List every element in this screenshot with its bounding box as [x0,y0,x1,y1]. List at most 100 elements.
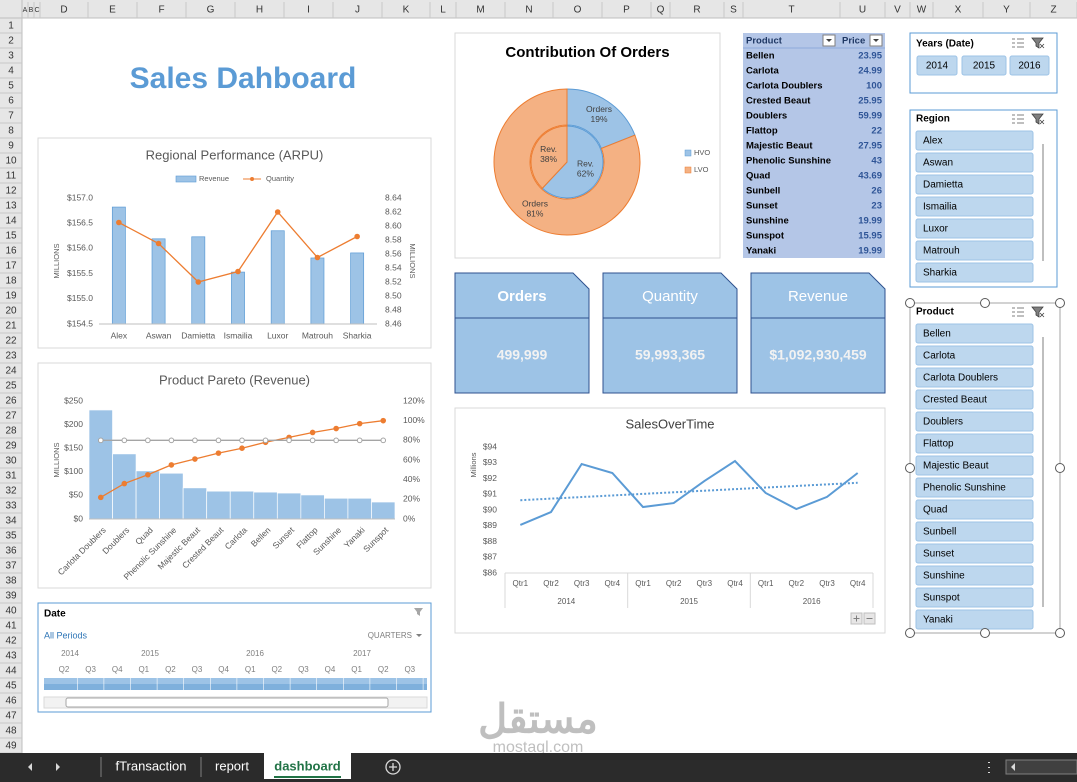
y2-tick-label: 100% [403,415,425,425]
horizontal-scrollbar[interactable] [1005,759,1077,775]
slicer-item[interactable]: Aswan [923,158,953,169]
slicer-item[interactable]: Sunspot [923,593,960,604]
line-marker [235,268,241,275]
multi-select-icon[interactable] [1012,114,1024,124]
slicer-item[interactable]: 2016 [1018,61,1041,72]
kpi-label: Revenue [788,288,848,305]
multi-select-icon[interactable] [1012,307,1024,317]
add-sheet-button[interactable] [385,759,401,775]
sheet-tab[interactable]: fTransaction [115,758,186,773]
selection-handle[interactable] [905,298,915,308]
row-number: 42 [5,636,17,647]
doughnut-segment [493,88,641,236]
slicer-button[interactable] [961,55,1007,76]
clear-filter-icon[interactable] [1031,37,1045,49]
slicer-button[interactable] [915,367,1034,388]
clear-filter-icon[interactable] [414,608,423,616]
row-number: 12 [5,186,17,197]
timeline-selection: All Periods [44,630,88,640]
slicer-button[interactable] [915,521,1034,542]
slicer-button[interactable] [915,152,1034,173]
row-number: 8 [8,126,14,137]
slicer-button[interactable] [915,323,1034,344]
x-tick-label: Sharkia [343,330,372,340]
slicer-item[interactable]: Carlota [923,351,956,362]
data-label-value: 38% [540,154,557,164]
slicer-item[interactable]: Luxor [923,224,949,235]
slicer-item[interactable]: 2015 [973,61,996,72]
slicer-button[interactable] [915,411,1034,432]
selection-handle[interactable] [980,628,990,638]
slicer-item[interactable]: Doublers [923,417,963,428]
slicer-button[interactable] [915,240,1034,261]
slicer-item[interactable]: Sharkia [923,268,957,279]
sheet-tab[interactable]: report [215,758,249,773]
slicer-button[interactable] [915,218,1034,239]
bar [276,492,302,520]
selection-handle[interactable] [980,298,990,308]
slicer-item[interactable]: Majestic Beaut [923,461,989,472]
slicer-button[interactable] [915,130,1034,151]
slicer-item[interactable]: Ismailia [923,202,957,213]
clear-filter-icon[interactable] [1031,113,1045,125]
slicer-item[interactable]: Matrouh [923,246,960,257]
slicer-button[interactable] [915,587,1034,608]
sheet-tab[interactable]: dashboard [274,758,341,773]
table-cell: Doublers [746,111,787,122]
slicer-button[interactable] [915,196,1034,217]
slicer-button[interactable] [915,609,1034,630]
selection-handle[interactable] [1055,628,1065,638]
slicer-button[interactable] [915,174,1034,195]
selection-handle[interactable] [905,628,915,638]
slicer-button[interactable] [915,499,1034,520]
column-letter: R [693,5,700,16]
line-marker [239,445,245,452]
slicer-item[interactable]: Flattop [923,439,954,450]
slicer-item[interactable]: Alex [923,136,942,147]
slicer-item[interactable]: 2014 [926,61,949,72]
y-tick-label: $157.0 [67,192,93,202]
y2-tick-label: 120% [403,395,425,405]
scroll-thumb[interactable] [65,697,389,708]
slicer-button[interactable] [1009,55,1050,76]
y2-tick-label: 8.58 [385,234,402,244]
selection-handle[interactable] [1055,463,1065,473]
active-tab[interactable] [264,753,351,779]
line-marker [121,437,128,444]
slicer-item[interactable]: Sunshine [923,571,965,582]
column-letter: J [355,5,360,16]
column-letter: Z [1050,5,1056,16]
slicer-button[interactable] [915,455,1034,476]
slicer-button[interactable] [915,543,1034,564]
timeline-period: Q2 [59,665,70,674]
slicer-item[interactable]: Quad [923,505,947,516]
slicer-item[interactable]: Damietta [923,180,963,191]
slicer-item[interactable]: Sunbell [923,527,956,538]
kpi-label: Quantity [642,288,698,305]
slicer-button[interactable] [915,433,1034,454]
slicer-button[interactable] [915,345,1034,366]
timeline-bar-shade [44,684,427,690]
table-cell: Carlota [746,66,779,77]
x-tick-label: Damietta [181,330,215,340]
slicer-button[interactable] [915,477,1034,498]
row-number: 13 [5,201,17,212]
selection-handle[interactable] [905,463,915,473]
selection-handle[interactable] [1055,298,1065,308]
timeline-level[interactable]: QUARTERS [368,631,412,640]
slicer-button[interactable] [916,55,958,76]
slicer-item[interactable]: Phenolic Sunshine [923,483,1006,494]
level-dropdown[interactable] [416,634,422,637]
slicer-button[interactable] [915,565,1034,586]
column-letter: V [894,5,901,16]
slicer-item[interactable]: Crested Beaut [923,395,987,406]
slicer-item[interactable]: Carlota Doublers [923,373,998,384]
slicer-item[interactable]: Yanaki [923,615,953,626]
slicer-item[interactable]: Bellen [923,329,951,340]
slicer-item[interactable]: Sunset [923,549,954,560]
multi-select-icon[interactable] [1012,38,1024,48]
slicer-button[interactable] [915,262,1034,283]
slicer-button[interactable] [915,389,1034,410]
row-number: 11 [6,171,17,182]
clear-filter-icon[interactable] [1031,306,1045,318]
